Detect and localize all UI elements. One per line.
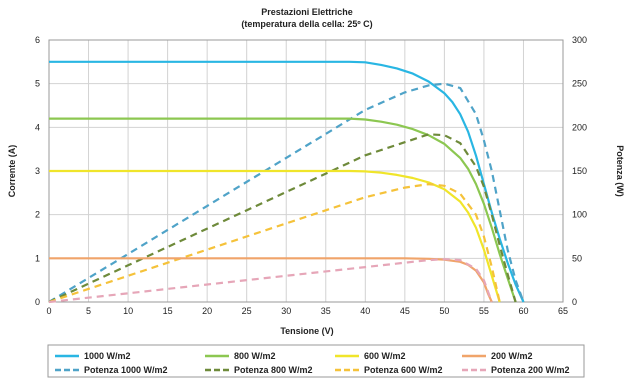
x-tick-label: 20 <box>202 306 212 316</box>
x-tick-label: 45 <box>400 306 410 316</box>
y2-tick-label: 50 <box>572 253 582 263</box>
x-tick-label: 55 <box>479 306 489 316</box>
tick-labels: 0 5 10 15 20 25 30 35 40 45 50 55 60 6501234560501001… <box>35 35 587 316</box>
legend-label-2: 800 W/m2 <box>234 351 276 361</box>
x-tick-label: 35 <box>321 306 331 316</box>
y-axis-title: Corrente (A) <box>7 145 17 198</box>
x-tick-label: 15 <box>163 306 173 316</box>
y2-tick-label: 300 <box>572 35 587 45</box>
x-axis-title: Tensione (V) <box>280 326 333 336</box>
x-tick-label: 0 <box>46 306 51 316</box>
legend: 1000 W/m2 Potenza 1000 W/m2 800 W/m2 Potenz… <box>55 351 570 375</box>
series-line-2 <box>49 117 517 303</box>
legend-label-7: Potenza 200 W/m2 <box>491 365 570 375</box>
y-tick-label: 3 <box>35 166 40 176</box>
series-line-4 <box>49 169 501 303</box>
x-tick-label: 50 <box>439 306 449 316</box>
legend-label-3: Potenza 800 W/m2 <box>234 365 313 375</box>
y-tick-label: 2 <box>35 210 40 220</box>
x-tick-label: 30 <box>281 306 291 316</box>
y2-axis-title: Potenza (W) <box>615 145 625 197</box>
legend-label-4: 600 W/m2 <box>364 351 406 361</box>
y2-tick-label: 200 <box>572 122 587 132</box>
chart-title: Prestazioni Elettriche <box>261 7 353 17</box>
series-line-1 <box>48 82 525 303</box>
x-tick-label: 60 <box>518 306 528 316</box>
chart-subtitle: (temperatura della cella: 25º C) <box>241 19 372 29</box>
legend-label-0: 1000 W/m2 <box>84 351 131 361</box>
legend-label-6: 200 W/m2 <box>491 351 533 361</box>
series-line-5 <box>48 183 501 304</box>
x-tick-label: 65 <box>558 306 568 316</box>
y2-tick-label: 150 <box>572 166 587 176</box>
y-tick-label: 6 <box>35 35 40 45</box>
y2-tick-label: 0 <box>572 297 577 307</box>
x-tick-label: 40 <box>360 306 370 316</box>
y-tick-label: 0 <box>35 297 40 307</box>
series-lines <box>48 60 525 304</box>
y-tick-label: 4 <box>35 122 40 132</box>
x-tick-label: 25 <box>242 306 252 316</box>
legend-label-5: Potenza 600 W/m2 <box>364 365 443 375</box>
legend-label-1: Potenza 1000 W/m2 <box>84 365 168 375</box>
y-tick-label: 5 <box>35 79 40 89</box>
legend-box <box>47 344 585 378</box>
y2-tick-label: 250 <box>572 79 587 89</box>
series-line-0 <box>49 60 525 303</box>
x-tick-label: 10 <box>123 306 133 316</box>
y2-tick-label: 100 <box>572 210 587 220</box>
y-tick-label: 1 <box>35 253 40 263</box>
series-line-7 <box>48 258 493 304</box>
x-tick-label: 5 <box>86 306 91 316</box>
